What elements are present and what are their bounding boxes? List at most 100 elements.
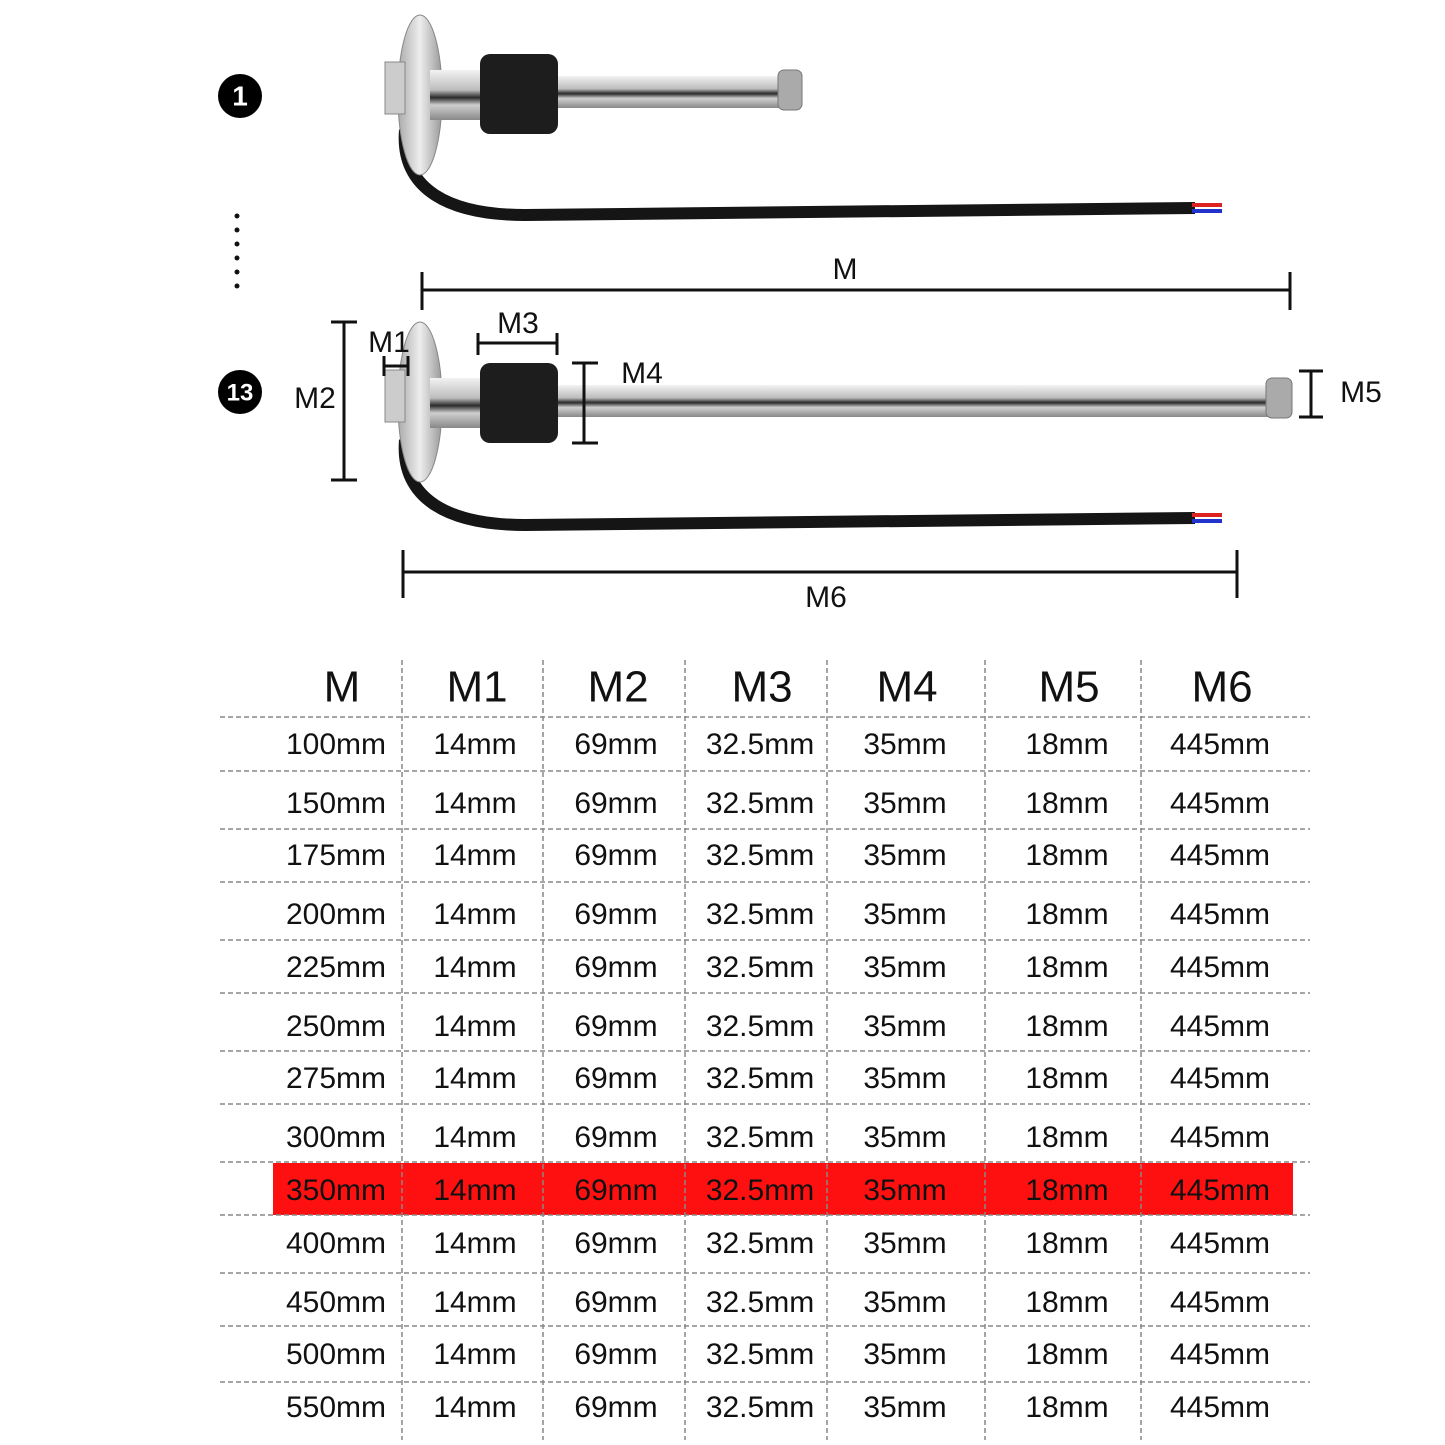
sensor-long xyxy=(384,321,1293,532)
dimension-lines xyxy=(331,272,1323,598)
table-cell: 14mm xyxy=(433,728,516,761)
table-cell: 14mm xyxy=(433,898,516,931)
header-cell: M5 xyxy=(1038,663,1099,712)
dimension-label: M xyxy=(833,253,858,286)
marker: 1 xyxy=(232,80,248,111)
table-cell: 32.5mm xyxy=(706,787,814,820)
table-cell: 35mm xyxy=(863,1121,946,1154)
table-cell: 445mm xyxy=(1170,898,1270,931)
table-cell: 445mm xyxy=(1170,728,1270,761)
table-cell: 14mm xyxy=(433,839,516,872)
table-cell: 300mm xyxy=(286,1121,386,1154)
dimension-label: M6 xyxy=(805,581,847,614)
table-cell: 445mm xyxy=(1170,1174,1270,1207)
table-cell: 450mm xyxy=(286,1286,386,1319)
table-cell: 32.5mm xyxy=(706,1227,814,1260)
table-cell: 350mm xyxy=(286,1174,386,1207)
table-cell: 445mm xyxy=(1170,787,1270,820)
table-cell: 18mm xyxy=(1025,1286,1108,1319)
table-cell: 445mm xyxy=(1170,839,1270,872)
table-cell: 69mm xyxy=(574,1174,657,1207)
table-cell: 200mm xyxy=(286,898,386,931)
table-cell: 18mm xyxy=(1025,1338,1108,1371)
table-cell: 35mm xyxy=(863,787,946,820)
marker-circle xyxy=(218,370,262,414)
table-cell: 18mm xyxy=(1025,1010,1108,1043)
table-cell: 35mm xyxy=(863,898,946,931)
table-cell: 69mm xyxy=(574,728,657,761)
table-cell: 14mm xyxy=(433,1338,516,1371)
header-cell: M xyxy=(324,663,361,712)
table-cell: 32.5mm xyxy=(706,951,814,984)
table-cell: 35mm xyxy=(863,1391,946,1424)
table-cell: 18mm xyxy=(1025,839,1108,872)
table-cell: 35mm xyxy=(863,1338,946,1371)
table-cell: 69mm xyxy=(574,1338,657,1371)
table-cell: 18mm xyxy=(1025,951,1108,984)
table-cell: 69mm xyxy=(574,1062,657,1095)
table-cell: 14mm xyxy=(433,1227,516,1260)
table-cell: 69mm xyxy=(574,1286,657,1319)
table-cell: 175mm xyxy=(286,839,386,872)
header-cell: M1 xyxy=(446,663,507,712)
table-cell: 32.5mm xyxy=(706,1062,814,1095)
table-cell: 69mm xyxy=(574,1227,657,1260)
table-cell: 18mm xyxy=(1025,1174,1108,1207)
table-cell: 275mm xyxy=(286,1062,386,1095)
table-cell: 32.5mm xyxy=(706,1391,814,1424)
table-cell: 32.5mm xyxy=(706,898,814,931)
header-cell: M2 xyxy=(587,663,648,712)
table-cell: 500mm xyxy=(286,1338,386,1371)
dimension-label: M1 xyxy=(368,326,410,359)
table-cell: 18mm xyxy=(1025,1062,1108,1095)
table-cell: 35mm xyxy=(863,1010,946,1043)
table-cell: 35mm xyxy=(863,1062,946,1095)
table-cell: 445mm xyxy=(1170,1338,1270,1371)
table-cell: 35mm xyxy=(863,1286,946,1319)
table-cell: 32.5mm xyxy=(706,1174,814,1207)
table-cell: 35mm xyxy=(863,839,946,872)
table: M M1 M2 M3 M4 M5 M6 100mm 14mm 69mm 32.5mm 35mm 18mm… xyxy=(220,660,1310,1440)
table-cell: 32.5mm xyxy=(706,1121,814,1154)
table-cell: 69mm xyxy=(574,839,657,872)
table-cell: 445mm xyxy=(1170,1227,1270,1260)
table-cell: 14mm xyxy=(433,1286,516,1319)
table-cell: 445mm xyxy=(1170,1391,1270,1424)
header-cell: M4 xyxy=(876,663,937,712)
table-cell: 14mm xyxy=(433,1062,516,1095)
table-cell: 18mm xyxy=(1025,1391,1108,1424)
table-cell: 14mm xyxy=(433,787,516,820)
table-cell: 14mm xyxy=(433,1174,516,1207)
table-cell: 100mm xyxy=(286,728,386,761)
dimension-label: M4 xyxy=(621,357,663,390)
table-cell: 150mm xyxy=(286,787,386,820)
sensor-short xyxy=(384,14,1222,222)
dimension-label: M3 xyxy=(497,307,539,340)
table-cell: 445mm xyxy=(1170,1121,1270,1154)
table-cell: 14mm xyxy=(433,1010,516,1043)
table-cell: 445mm xyxy=(1170,1010,1270,1043)
header-cell: M6 xyxy=(1191,663,1252,712)
table-cell: 400mm xyxy=(286,1227,386,1260)
table-cell: 18mm xyxy=(1025,728,1108,761)
table-cell: 14mm xyxy=(433,1121,516,1154)
table-cell: 445mm xyxy=(1170,1062,1270,1095)
table-cell: 18mm xyxy=(1025,1227,1108,1260)
table-cell: 550mm xyxy=(286,1391,386,1424)
table-cell: 69mm xyxy=(574,951,657,984)
table-cell: 225mm xyxy=(286,951,386,984)
table-cell: 14mm xyxy=(433,951,516,984)
marker-circle xyxy=(218,74,262,118)
table-cell: 69mm xyxy=(574,1010,657,1043)
table-cell: 32.5mm xyxy=(706,1010,814,1043)
table-cell: 18mm xyxy=(1025,787,1108,820)
dimension-label: M5 xyxy=(1340,376,1382,409)
table-cell: 14mm xyxy=(433,1391,516,1424)
table-cell: 32.5mm xyxy=(706,839,814,872)
table-cell: 69mm xyxy=(574,1121,657,1154)
table-cell: 32.5mm xyxy=(706,1338,814,1371)
row-highlight xyxy=(273,1163,1293,1215)
table-cell: 69mm xyxy=(574,787,657,820)
table-cell: 69mm xyxy=(574,898,657,931)
table-cell: 69mm xyxy=(574,1391,657,1424)
